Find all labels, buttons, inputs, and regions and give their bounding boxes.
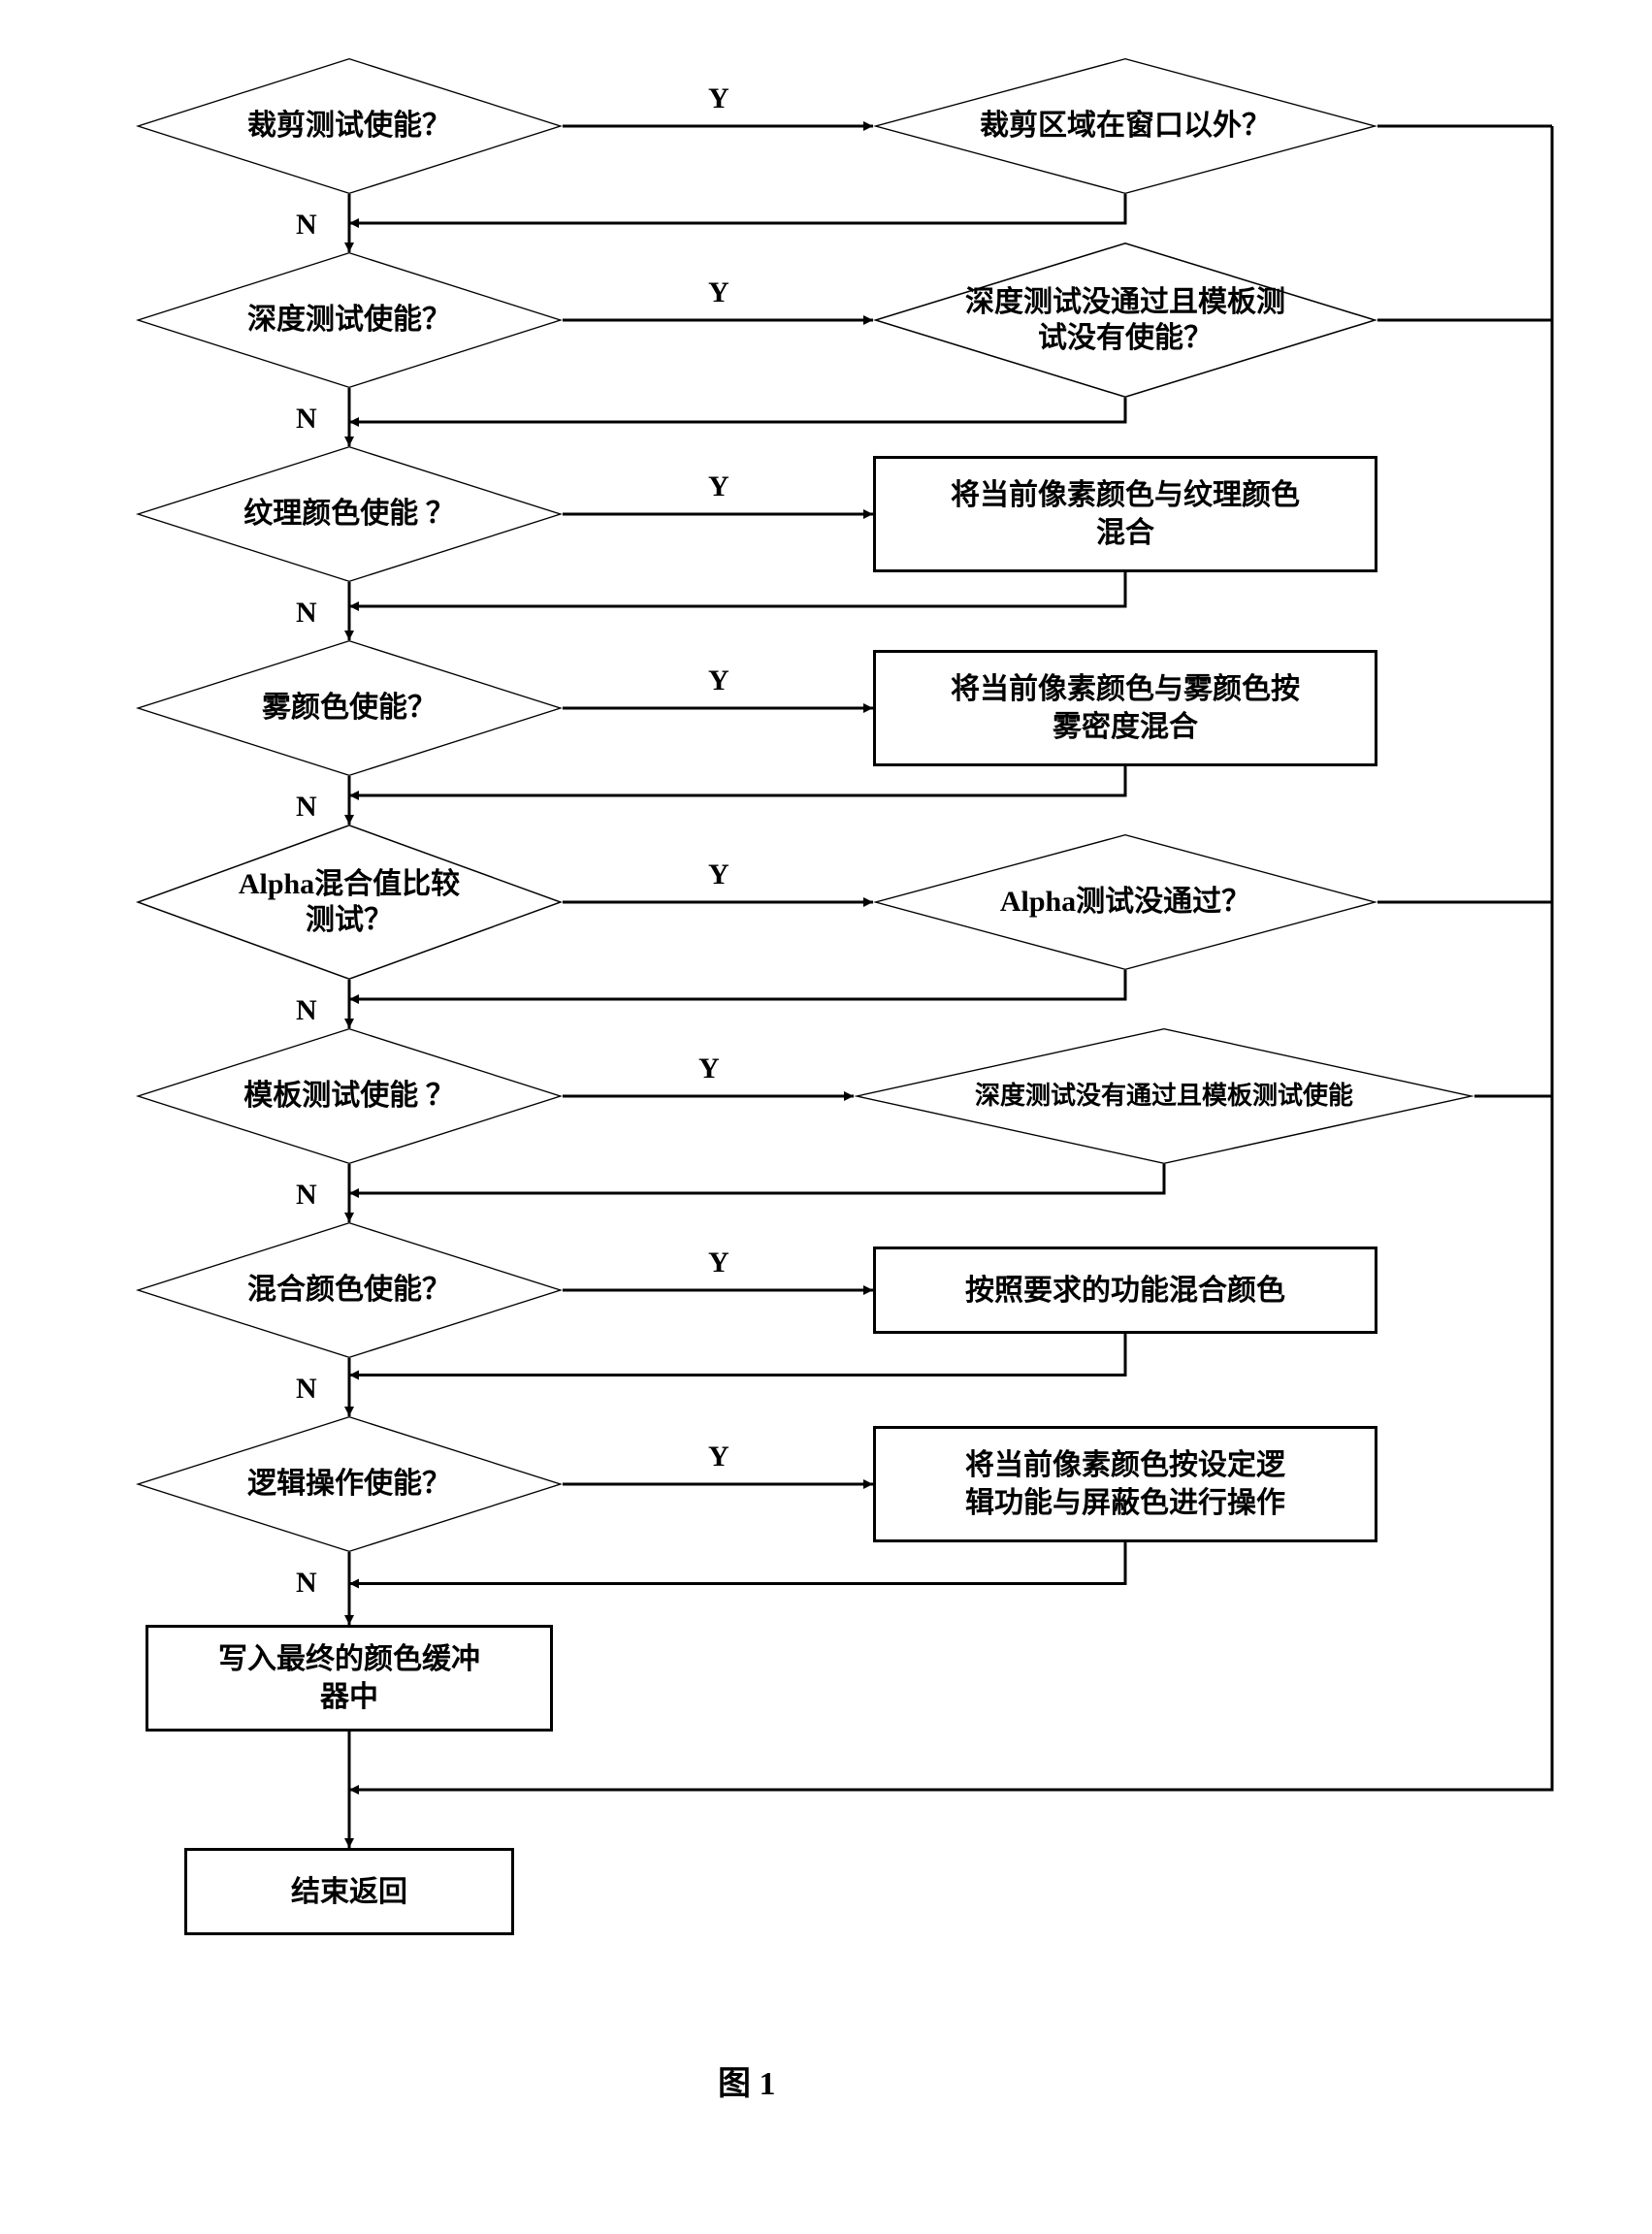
d2r-label: 深度测试没通过且模板测 试没有使能？	[883, 243, 1368, 398]
no-label-8: N	[296, 1567, 317, 1600]
y-1290: Y	[708, 1247, 729, 1279]
d7-label: 混合颜色使能？	[146, 1222, 553, 1358]
d1r-label: 裁剪区域在窗口以外？	[883, 58, 1368, 194]
d1-label: 裁剪测试使能？	[146, 58, 553, 194]
rfinal: 写入最终的颜色缓冲 器中	[146, 1625, 553, 1732]
d6r-label: 深度测试没有通过且模板测试使能	[863, 1028, 1465, 1164]
no-label-3: N	[296, 791, 317, 824]
no-label-6: N	[296, 1373, 317, 1406]
r3: 将当前像素颜色与纹理颜色 混合	[873, 456, 1377, 572]
d6-label: 模板测试使能 ？	[146, 1028, 553, 1164]
y-690: Y	[708, 664, 729, 697]
y-890: Y	[708, 858, 729, 891]
no-label-0: N	[296, 209, 317, 242]
no-label-4: N	[296, 994, 317, 1027]
r4: 将当前像素颜色与雾颜色按 雾密度混合	[873, 650, 1377, 766]
d5-label: Alpha混合值比较 测试？	[146, 825, 553, 980]
y-90: Y	[708, 82, 729, 115]
no-label-5: N	[296, 1179, 317, 1212]
d4-label: 雾颜色使能？	[146, 640, 553, 776]
y-1090: Y	[698, 1052, 720, 1085]
no-label-2: N	[296, 597, 317, 630]
figure-caption: 图 1	[718, 2056, 776, 2104]
y-1490: Y	[708, 1441, 729, 1473]
no-label-1: N	[296, 403, 317, 436]
d2-label: 深度测试使能？	[146, 252, 553, 388]
r8: 将当前像素颜色按设定逻 辑功能与屏蔽色进行操作	[873, 1426, 1377, 1542]
d5r-label: Alpha测试没通过？	[883, 834, 1368, 970]
y-490: Y	[708, 470, 729, 503]
y-290: Y	[708, 276, 729, 309]
rret: 结束返回	[184, 1848, 514, 1935]
d8-label: 逻辑操作使能？	[146, 1416, 553, 1552]
d3-label: 纹理颜色使能 ？	[146, 446, 553, 582]
r7: 按照要求的功能混合颜色	[873, 1247, 1377, 1334]
